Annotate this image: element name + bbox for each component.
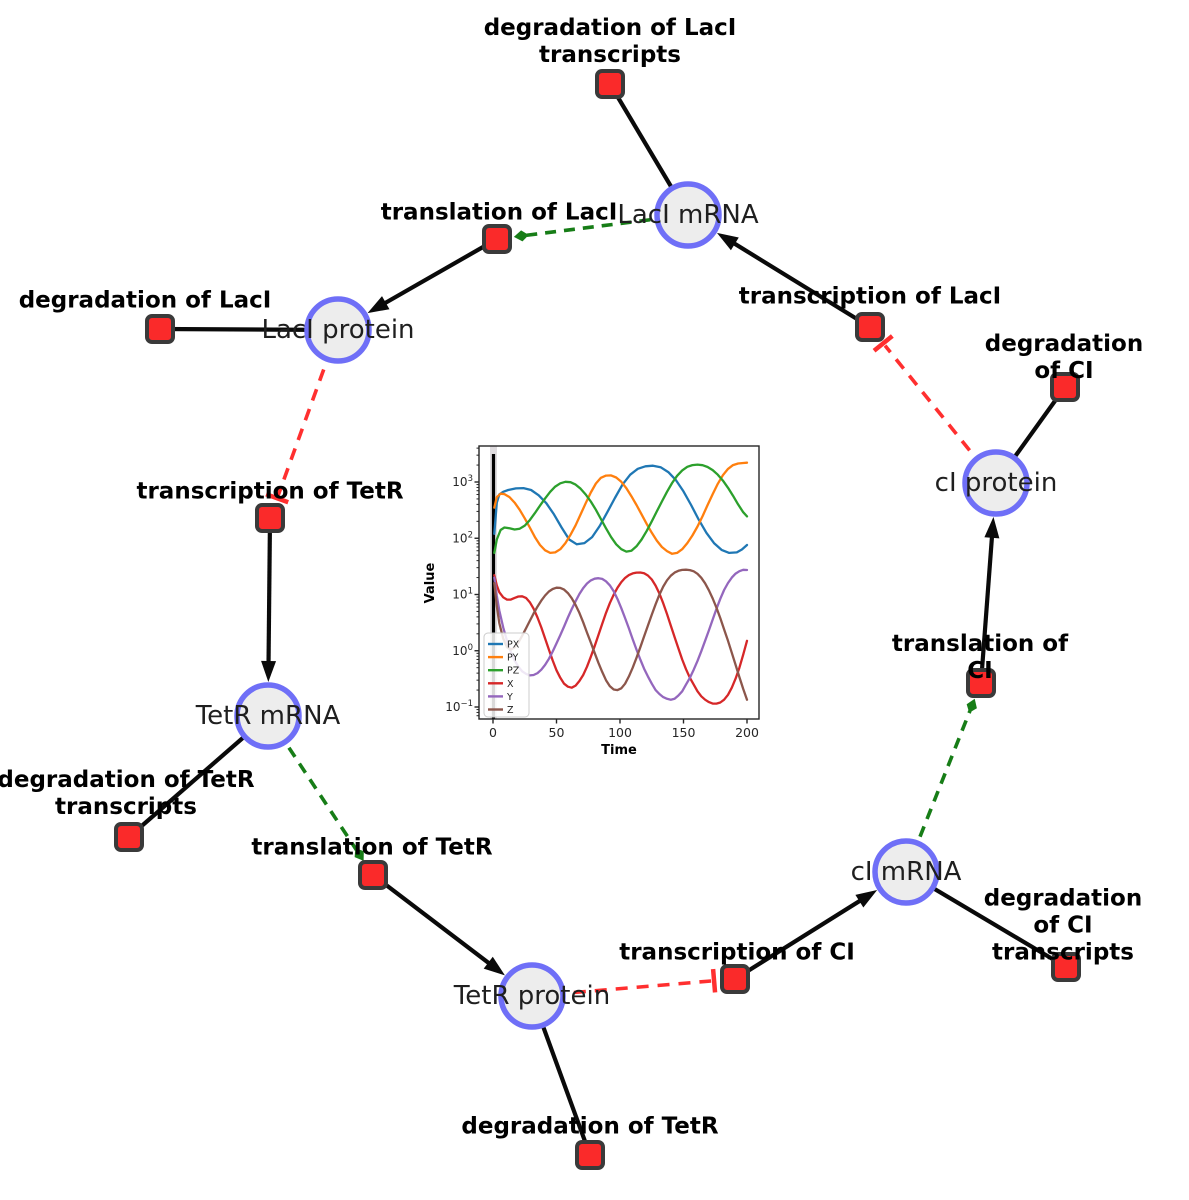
species-node-tetr_protein[interactable] — [498, 962, 566, 1030]
edge-transl_ci-ci_protein — [978, 526, 995, 684]
nodes-layer — [114, 69, 1081, 1170]
timeseries-inset-chart: 0 50 100 150 200 Time 10−1 100 101 102 103 Value PX P… — [410, 437, 782, 767]
edge-laci_mrna-transl_laci-diamond-arrowhead-icon — [513, 230, 529, 242]
reaction-node-deg_ci[interactable] — [1050, 372, 1080, 402]
edge-transl_ci-ci_protein-arrowhead-icon — [984, 516, 1000, 539]
edge-transl_tetr-tetr_protein — [371, 873, 499, 972]
reaction-node-txn_ci[interactable] — [720, 964, 750, 994]
curve-Z — [493, 568, 749, 701]
legend-label-PY: PY — [507, 653, 519, 664]
edge-txn_ci-ci_mrna-arrowhead-icon — [855, 890, 878, 908]
edge-transl_tetr-tetr_protein-arrowhead-icon — [483, 956, 505, 976]
x-tick-label: 200 — [735, 725, 759, 740]
reaction-node-transl_ci[interactable] — [966, 668, 996, 698]
edge-tetr_protein-txn_ci-tbar-icon — [710, 968, 718, 993]
edge-ci_protein-txn_laci-tbar-icon — [872, 334, 894, 353]
species-node-laci_protein[interactable] — [304, 296, 372, 364]
y-tick-label: 101 — [452, 587, 473, 602]
species-node-tetr_mrna[interactable] — [234, 682, 302, 750]
species-node-ci_mrna[interactable] — [872, 838, 940, 906]
reaction-node-txn_laci[interactable] — [855, 312, 885, 342]
legend-label-PZ: PZ — [507, 666, 520, 677]
edge-tetr_mrna-transl_tetr-diamond-arrowhead-icon — [354, 848, 364, 861]
edge-txn_laci-laci_mrna-arrowhead-icon — [716, 232, 739, 251]
edge-txn_tetr-tetr_mrna-arrowhead-icon — [261, 660, 277, 683]
edge-transl_laci-laci_protein — [375, 237, 499, 310]
reaction-node-deg_laci[interactable] — [145, 314, 175, 344]
x-tick-label: 50 — [549, 725, 565, 740]
curve-PX — [493, 464, 749, 555]
x-tick-label: 0 — [489, 725, 497, 740]
legend-label-Y: Y — [506, 692, 513, 703]
reaction-node-deg_ci_tx[interactable] — [1051, 952, 1081, 982]
curve-Y — [493, 568, 749, 701]
reaction-node-transl_laci[interactable] — [482, 224, 512, 254]
y-tick-label: 100 — [452, 643, 473, 658]
edge-ci_mrna-transl_ci-diamond-arrowhead-icon — [966, 698, 977, 713]
y-tick-label: 10−1 — [445, 699, 473, 714]
chart-legend: PX PY PZ XYZ — [483, 632, 530, 718]
chart-canvas: 0 50 100 150 200Time10−1100101102103ValuePXP… — [423, 445, 760, 758]
reaction-node-txn_tetr[interactable] — [255, 503, 285, 533]
arrowheads-layer — [261, 230, 1000, 993]
y-tick-label: 102 — [452, 530, 473, 545]
y-tick-label: 103 — [452, 474, 473, 489]
legend-label-PX: PX — [507, 640, 520, 651]
x-tick-label: 100 — [608, 725, 632, 740]
x-tick-label: 150 — [672, 725, 696, 740]
species-node-ci_protein[interactable] — [962, 449, 1030, 517]
y-axis: 10−1 100 101 102 103 — [445, 447, 479, 717]
axes-spines — [478, 445, 760, 720]
species-node-laci_mrna[interactable] — [654, 181, 722, 249]
edge-laci_protein-txn_tetr-tbar-icon — [265, 492, 289, 505]
edge-txn_ci-ci_mrna — [733, 893, 870, 981]
reaction-node-deg_tetr[interactable] — [575, 1140, 605, 1170]
curve-PY — [493, 461, 749, 555]
legend-label-X: X — [507, 679, 514, 690]
x-axis: 0 50 100 150 200 — [489, 719, 759, 740]
curve-PZ — [493, 463, 749, 555]
chart-x-axis-label: Time — [601, 743, 637, 758]
reaction-node-deg_tetr_tx[interactable] — [114, 822, 144, 852]
edge-txn_tetr-tetr_mrna — [266, 517, 273, 673]
legend-label-Z: Z — [507, 705, 514, 716]
chart-y-axis-label: Value — [423, 562, 438, 603]
edge-transl_laci-laci_protein-arrowhead-icon — [367, 296, 390, 314]
reaction-node-deg_laci_tx[interactable] — [595, 69, 625, 99]
edge-txn_laci-laci_mrna — [724, 236, 872, 329]
reaction-node-transl_tetr[interactable] — [358, 860, 388, 890]
